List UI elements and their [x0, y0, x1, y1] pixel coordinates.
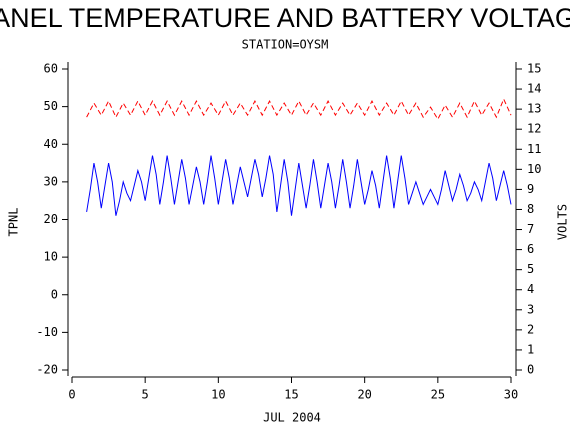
y2-tick-label: 2 — [527, 322, 534, 336]
y2-axis-label: VOLTS — [556, 204, 570, 240]
series-line — [86, 97, 512, 121]
y-tick-label: 40 — [44, 137, 58, 151]
series-line — [86, 155, 512, 216]
y2-tick-label: 11 — [527, 142, 541, 156]
x-tick-label: 0 — [68, 388, 75, 402]
x-tick-label: 20 — [357, 388, 371, 402]
x-tick-label: 25 — [431, 388, 445, 402]
y2-tick-label: 6 — [527, 242, 534, 256]
y-tick-label: 0 — [51, 287, 58, 301]
x-tick-label: 10 — [211, 388, 225, 402]
x-tick-label: 5 — [142, 388, 149, 402]
y-tick-label: -10 — [36, 325, 58, 339]
chart-subtitle: STATION=OYSM — [242, 38, 329, 52]
y2-tick-label: 9 — [527, 182, 534, 196]
x-axis-label: JUL 2004 — [263, 411, 321, 425]
x-tick-label: 30 — [504, 388, 518, 402]
y2-tick-label: 5 — [527, 262, 534, 276]
y2-tick-label: 12 — [527, 122, 541, 136]
y2-tick-label: 4 — [527, 282, 534, 296]
y-axis-label: TPNL — [7, 208, 21, 237]
y-tick-label: -20 — [36, 363, 58, 377]
y-tick-label: 60 — [44, 62, 58, 76]
y-tick-label: 50 — [44, 99, 58, 113]
y2-tick-label: 7 — [527, 222, 534, 236]
y2-tick-label: 3 — [527, 302, 534, 316]
x-tick-label: 15 — [284, 388, 298, 402]
y2-tick-label: 1 — [527, 342, 534, 356]
y2-tick-label: 15 — [527, 62, 541, 76]
y2-tick-label: 8 — [527, 202, 534, 216]
y-tick-label: 10 — [44, 250, 58, 264]
y-tick-label: 30 — [44, 174, 58, 188]
y2-tick-label: 14 — [527, 82, 541, 96]
y2-tick-label: 13 — [527, 102, 541, 116]
y2-tick-label: 0 — [527, 363, 534, 377]
y-tick-label: 20 — [44, 212, 58, 226]
y2-tick-label: 10 — [527, 162, 541, 176]
chart-title: PANEL TEMPERATURE AND BATTERY VOLTAGE — [0, 3, 570, 33]
